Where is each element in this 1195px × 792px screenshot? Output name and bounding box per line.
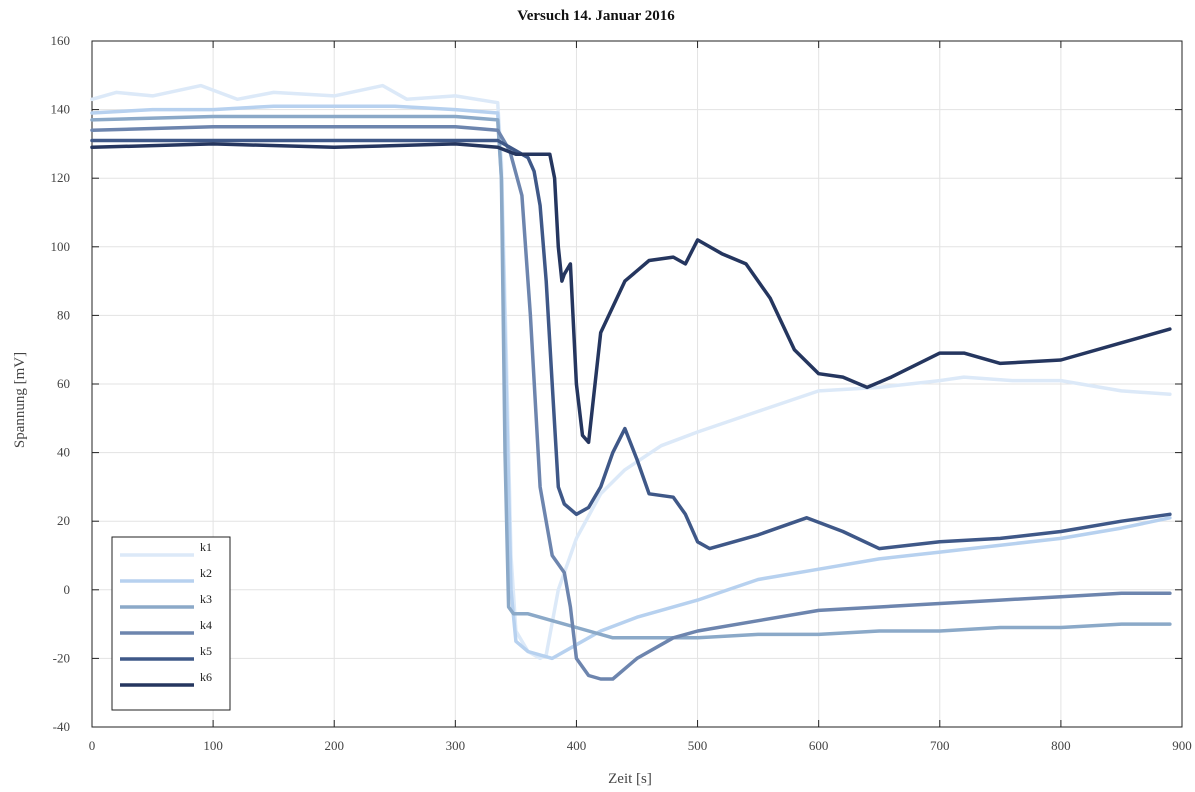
x-tick-label: 500 xyxy=(688,738,708,753)
y-axis-ticks: -40 -20 0 20 40 60 80 100 120 140 160 xyxy=(51,33,1182,734)
chart-title: Versuch 14. Januar 2016 xyxy=(517,8,675,24)
x-tick-label: 400 xyxy=(567,738,587,753)
legend-label-k1: k1 xyxy=(200,540,212,554)
x-tick-label: 200 xyxy=(324,738,344,753)
series-line-k3 xyxy=(90,114,1172,640)
y-tick-label: 20 xyxy=(57,513,70,528)
legend-box xyxy=(111,536,231,711)
x-axis-label: Zeit [s] xyxy=(608,771,652,787)
legend-label-k2: k2 xyxy=(200,566,212,580)
y-tick-label: 140 xyxy=(51,102,71,117)
x-tick-label: 100 xyxy=(203,738,223,753)
y-tick-label: 120 xyxy=(51,170,71,185)
y-tick-label: -20 xyxy=(53,650,70,665)
y-tick-label: -40 xyxy=(53,719,70,734)
y-tick-label: 160 xyxy=(51,33,71,48)
y-axis-label: Spannung [mV] xyxy=(12,352,28,448)
legend-label-k6: k6 xyxy=(200,670,212,684)
y-tick-label: 60 xyxy=(57,376,70,391)
series-line-k6 xyxy=(90,142,1172,445)
legend-label-k5: k5 xyxy=(200,644,212,658)
legend-label-k4: k4 xyxy=(200,618,212,632)
series-line-k1 xyxy=(90,83,1172,661)
x-tick-label: 600 xyxy=(809,738,829,753)
x-axis-ticks: 0 100 200 300 400 500 600 700 800 900 xyxy=(89,41,1192,753)
series-line-k5 xyxy=(90,138,1172,551)
series-line-k4 xyxy=(90,125,1172,681)
x-tick-label: 700 xyxy=(930,738,950,753)
y-tick-label: 0 xyxy=(64,582,71,597)
y-tick-label: 80 xyxy=(57,307,70,322)
y-tick-label: 100 xyxy=(51,239,71,254)
x-tick-label: 800 xyxy=(1051,738,1071,753)
x-tick-label: 900 xyxy=(1172,738,1192,753)
series-line-k2 xyxy=(90,104,1172,661)
legend-label-k3: k3 xyxy=(200,592,212,606)
legend: k1 k2 k3 k4 k5 k6 xyxy=(111,536,231,711)
x-tick-label: 0 xyxy=(89,738,96,753)
x-tick-label: 300 xyxy=(446,738,466,753)
y-tick-label: 40 xyxy=(57,445,70,460)
series-lines xyxy=(90,83,1172,681)
